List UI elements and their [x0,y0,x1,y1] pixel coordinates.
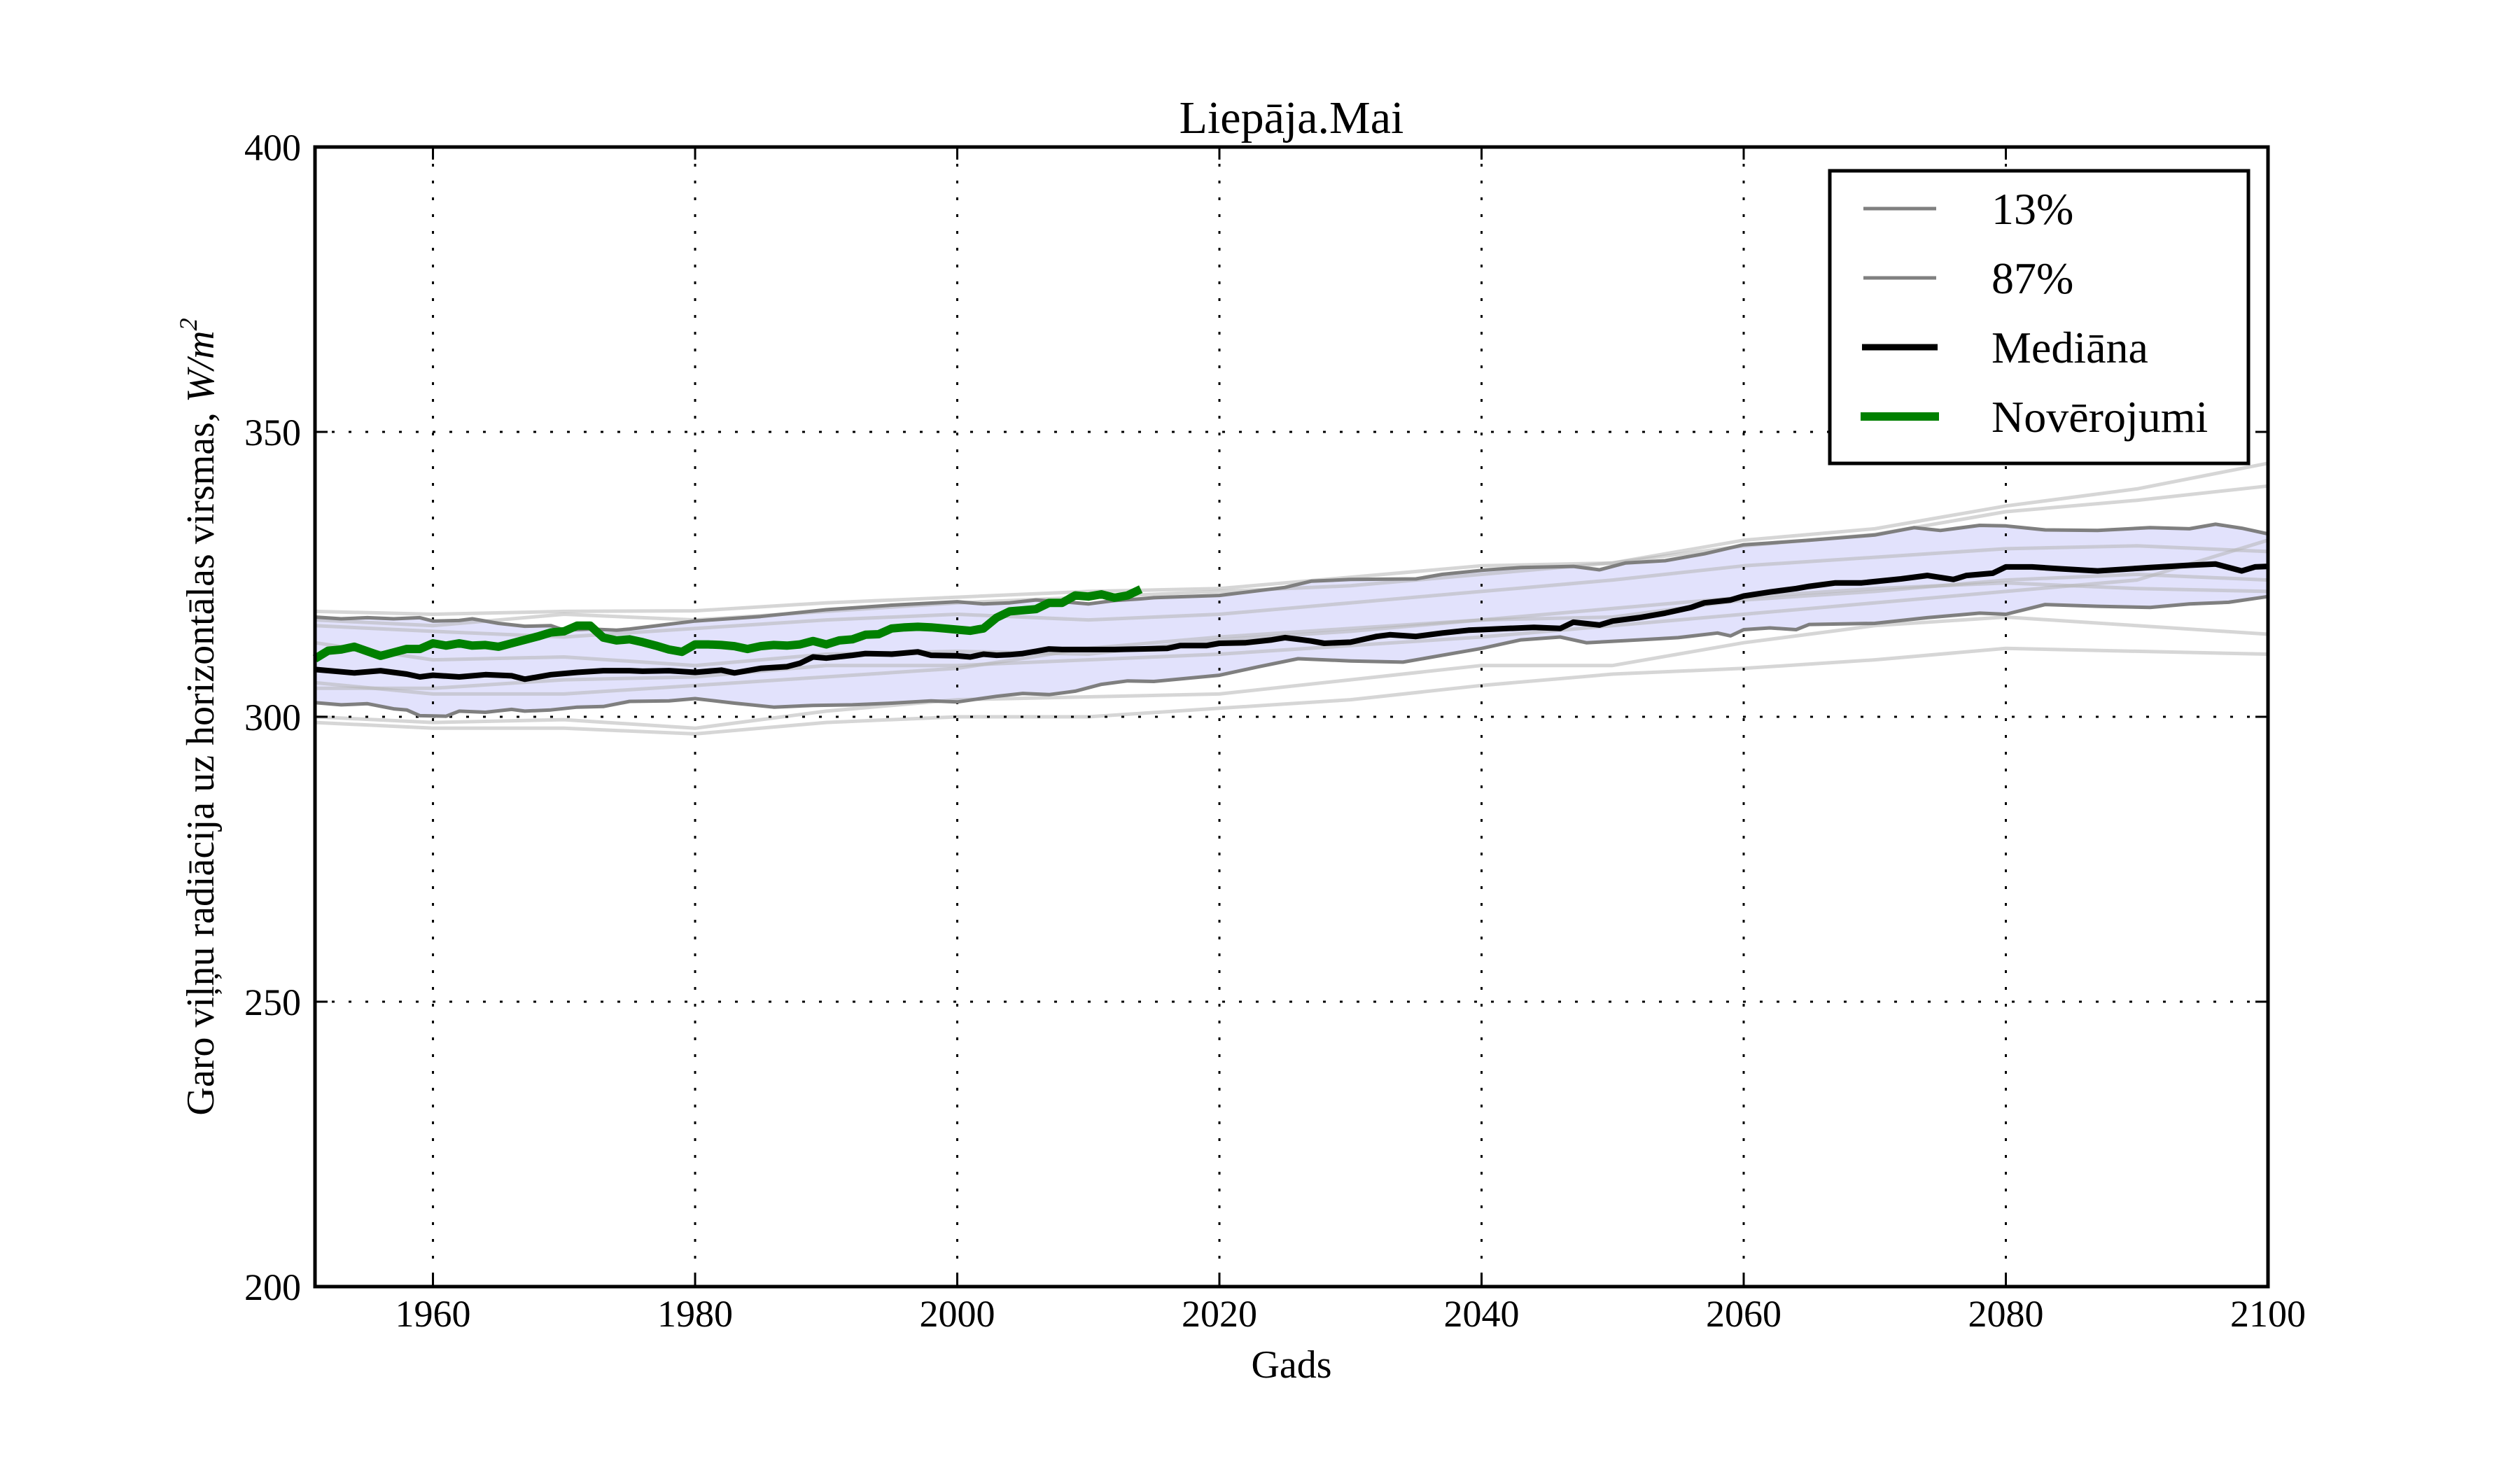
ensemble-line-5 [314,544,2269,639]
x-tick-label: 2100 [2230,1293,2306,1335]
ensemble-line-6 [315,538,2269,690]
series-13-percent [314,594,2269,718]
y-axis-label: Garo viļņu radiācija uz horizontālas vir… [174,318,223,1115]
x-axis-label: Gads [1251,1343,1331,1387]
x-tick-label: 2060 [1706,1293,1782,1335]
y-tick-label: 200 [244,1266,301,1308]
y-tick-label: 250 [244,981,301,1023]
y-axis-label-text: Garo viļņu radiācija uz horizontālas vir… [179,402,223,1116]
ensemble-line-3 [314,646,2269,736]
chart-title: Liepāja.Mai [1180,92,1404,144]
legend-item-median: Mediāna [1862,323,2148,372]
x-tick-label: 2040 [1444,1293,1520,1335]
legend-item-observations: Novērojumi [1861,392,2208,442]
x-tick-label: 1960 [396,1293,471,1335]
x-tick-label: 1980 [657,1293,733,1335]
x-tick-label: 2080 [1968,1293,2044,1335]
ensemble-line-1 [314,461,2269,616]
y-axis-label-unit-exponent: 2 [174,318,202,330]
y-tick-label: 350 [244,412,301,454]
series-observations [312,585,1143,663]
legend-item-13: 13% [1863,184,2073,234]
x-tick-label: 2000 [920,1293,995,1335]
y-tick-label: 300 [244,696,301,738]
series-87-percent [314,522,2269,632]
grid [315,147,2268,1287]
legend: 13% 87% Mediāna Novērojumi [1828,169,2250,465]
y-axis-label-unit: W/m [179,330,223,402]
y-tick-labels: 200 250 300 350 400 [244,127,301,1308]
legend-label-observations: Novērojumi [1991,392,2208,442]
y-tick-label: 400 [244,127,301,169]
series-median [314,561,2269,682]
x-tick-labels: 1960 1980 2000 2020 2040 2060 2080 2100 [396,1293,2306,1335]
legend-item-87: 87% [1863,253,2073,303]
legend-label-87: 87% [1991,253,2073,303]
legend-label-median: Mediāna [1991,323,2148,372]
series-lines [312,522,2269,718]
ensemble-line-4 [314,615,2269,730]
legend-label-13: 13% [1991,184,2073,234]
ticks [315,146,2269,1288]
x-tick-label: 2020 [1182,1293,1257,1335]
